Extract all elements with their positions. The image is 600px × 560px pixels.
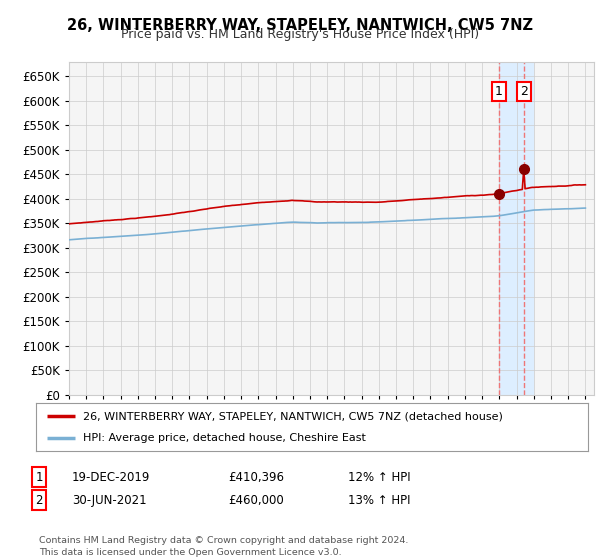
Text: 2: 2: [520, 85, 529, 98]
Text: 12% ↑ HPI: 12% ↑ HPI: [348, 470, 410, 484]
Text: 1: 1: [494, 85, 503, 98]
Text: 30-JUN-2021: 30-JUN-2021: [72, 493, 146, 507]
Text: £460,000: £460,000: [228, 493, 284, 507]
Text: 26, WINTERBERRY WAY, STAPELEY, NANTWICH, CW5 7NZ (detached house): 26, WINTERBERRY WAY, STAPELEY, NANTWICH,…: [83, 411, 503, 421]
Text: 13% ↑ HPI: 13% ↑ HPI: [348, 493, 410, 507]
Text: 26, WINTERBERRY WAY, STAPELEY, NANTWICH, CW5 7NZ: 26, WINTERBERRY WAY, STAPELEY, NANTWICH,…: [67, 18, 533, 33]
Text: Contains HM Land Registry data © Crown copyright and database right 2024.
This d: Contains HM Land Registry data © Crown c…: [39, 536, 409, 557]
Text: 2: 2: [35, 493, 43, 507]
Text: £410,396: £410,396: [228, 470, 284, 484]
Text: HPI: Average price, detached house, Cheshire East: HPI: Average price, detached house, Ches…: [83, 433, 366, 443]
Bar: [499, 62, 533, 395]
Text: 1: 1: [35, 470, 43, 484]
Text: 19-DEC-2019: 19-DEC-2019: [72, 470, 151, 484]
Text: Price paid vs. HM Land Registry's House Price Index (HPI): Price paid vs. HM Land Registry's House …: [121, 28, 479, 41]
